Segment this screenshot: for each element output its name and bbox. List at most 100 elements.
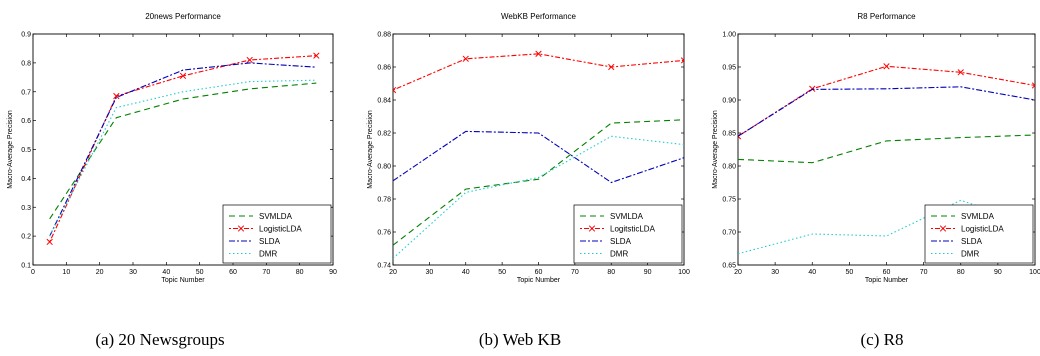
- caption-c: (c) R8: [860, 330, 904, 349]
- x-tick-label: 80: [296, 269, 304, 276]
- marker-stroke: [738, 133, 742, 138]
- marker-stroke: [313, 52, 320, 59]
- data-point-marker: [179, 72, 187, 80]
- chart-title: 20news Performance: [145, 12, 221, 21]
- y-tick-label: 0.82: [377, 131, 391, 138]
- data-point-marker: [1031, 82, 1035, 89]
- y-tick-label: 0.4: [21, 176, 31, 183]
- marker-stroke: [462, 55, 469, 62]
- series-line-1: [49, 82, 317, 220]
- y-tick-label: 0.90: [722, 98, 736, 105]
- x-tick-label: 50: [498, 269, 506, 276]
- series-line-2: [738, 65, 1035, 137]
- x-tick-label: 80: [607, 269, 615, 276]
- marker-stroke: [1031, 82, 1035, 87]
- y-tick-label: 0.8: [21, 60, 31, 67]
- y-tick-label: 0.7: [21, 89, 31, 96]
- series-line-3: [738, 86, 1035, 137]
- x-tick-label: 70: [920, 269, 928, 276]
- data-point-marker: [535, 50, 542, 57]
- caption-a: (a) 20 Newsgroups: [95, 330, 225, 349]
- x-tick-label: 60: [535, 269, 543, 276]
- x-tick-label: 90: [994, 269, 1002, 276]
- legend-label: SLDA: [610, 237, 632, 246]
- marker-stroke: [113, 92, 120, 100]
- x-tick-label: 30: [425, 269, 433, 276]
- y-tick-label: 1.00: [722, 32, 736, 39]
- data-point-marker: [393, 86, 397, 94]
- y-tick-label: 0.1: [21, 263, 31, 270]
- y-tick-label: 0.84: [377, 98, 391, 105]
- legend: SVMLDA LogitsticLDA SLDA DMR: [573, 204, 683, 264]
- marker-stroke: [608, 63, 615, 71]
- data-point-marker: [957, 69, 964, 76]
- data-point-marker: [680, 57, 684, 64]
- data-point-marker: [883, 63, 890, 70]
- y-axis-label: Macro-Average Precision: [367, 110, 374, 189]
- x-tick-label: 60: [229, 269, 237, 276]
- marker-stroke: [680, 59, 684, 64]
- y-tick-label: 0.76: [377, 230, 391, 237]
- legend-label: DMR: [259, 250, 277, 259]
- x-tick-label: 50: [196, 269, 204, 276]
- data-point-marker: [313, 52, 320, 59]
- series-line-3: [49, 62, 317, 237]
- x-tick-label: 70: [262, 269, 270, 276]
- y-tick-label: 0.95: [722, 65, 736, 72]
- y-tick-label: 0.86: [377, 65, 391, 72]
- data-point-marker: [246, 56, 253, 64]
- series-line-4: [49, 79, 317, 237]
- x-axis-label: Topic Number: [517, 277, 561, 284]
- marker-stroke: [246, 56, 253, 64]
- legend-label: SVMLDA: [961, 212, 995, 221]
- chart-panel-3: R8 Performance 20 30 40 50 60 70 80 90 100 0.65 0.7…: [712, 12, 1040, 284]
- x-tick-label: 90: [644, 269, 652, 276]
- legend-marker: [237, 225, 245, 232]
- y-tick-label: 0.85: [722, 131, 736, 138]
- marker-stroke: [46, 238, 53, 246]
- chart-title: WebKB Performance: [501, 12, 577, 21]
- marker-stroke: [393, 86, 397, 91]
- series-line-3: [393, 130, 684, 184]
- y-tick-label: 0.3: [21, 205, 31, 212]
- x-tick-label: 20: [96, 269, 104, 276]
- legend: SVMLDA LogisticLDA SLDA DMR: [222, 204, 332, 264]
- legend-label: DMR: [610, 250, 628, 259]
- x-tick-label: 70: [571, 269, 579, 276]
- legend: SVMLDA LogisticLDA SLDA DMR: [924, 204, 1034, 264]
- data-point-marker: [113, 92, 120, 100]
- x-tick-label: 50: [845, 269, 853, 276]
- marker-stroke: [535, 50, 542, 57]
- marker-stroke: [738, 135, 742, 140]
- legend-label: LogisticLDA: [961, 225, 1004, 234]
- data-point-marker: [462, 55, 469, 62]
- data-point-marker: [608, 63, 615, 71]
- marker-stroke: [680, 57, 684, 62]
- x-tick-label: 20: [734, 269, 742, 276]
- x-axis-label: Topic Number: [865, 277, 909, 284]
- x-tick-label: 20: [389, 269, 397, 276]
- x-tick-label: 30: [129, 269, 137, 276]
- y-tick-label: 0.5: [21, 147, 31, 154]
- marker-stroke: [1031, 84, 1035, 89]
- legend-label: SLDA: [961, 237, 983, 246]
- data-point-marker: [738, 133, 742, 140]
- x-tick-label: 0: [31, 269, 35, 276]
- x-tick-label: 100: [1029, 269, 1040, 276]
- y-tick-label: 0.78: [377, 197, 391, 204]
- y-tick-label: 0.80: [377, 164, 391, 171]
- series-line-2: [393, 53, 684, 91]
- data-point-marker: [46, 238, 53, 246]
- series-line-1: [393, 119, 684, 246]
- x-tick-label: 40: [808, 269, 816, 276]
- marker-stroke: [179, 72, 187, 80]
- marker-stroke: [393, 89, 397, 94]
- marker-stroke: [957, 69, 964, 76]
- y-tick-label: 0.70: [722, 230, 736, 237]
- y-axis-label: Macro-Average Precision: [712, 110, 719, 189]
- legend-label: LogisticLDA: [259, 225, 302, 234]
- series-line-4: [393, 135, 684, 259]
- chart-panel-2: WebKB Performance 20 30 40 50 60 70 80 90 100 0.74…: [367, 12, 690, 284]
- chart-title: R8 Performance: [857, 12, 916, 21]
